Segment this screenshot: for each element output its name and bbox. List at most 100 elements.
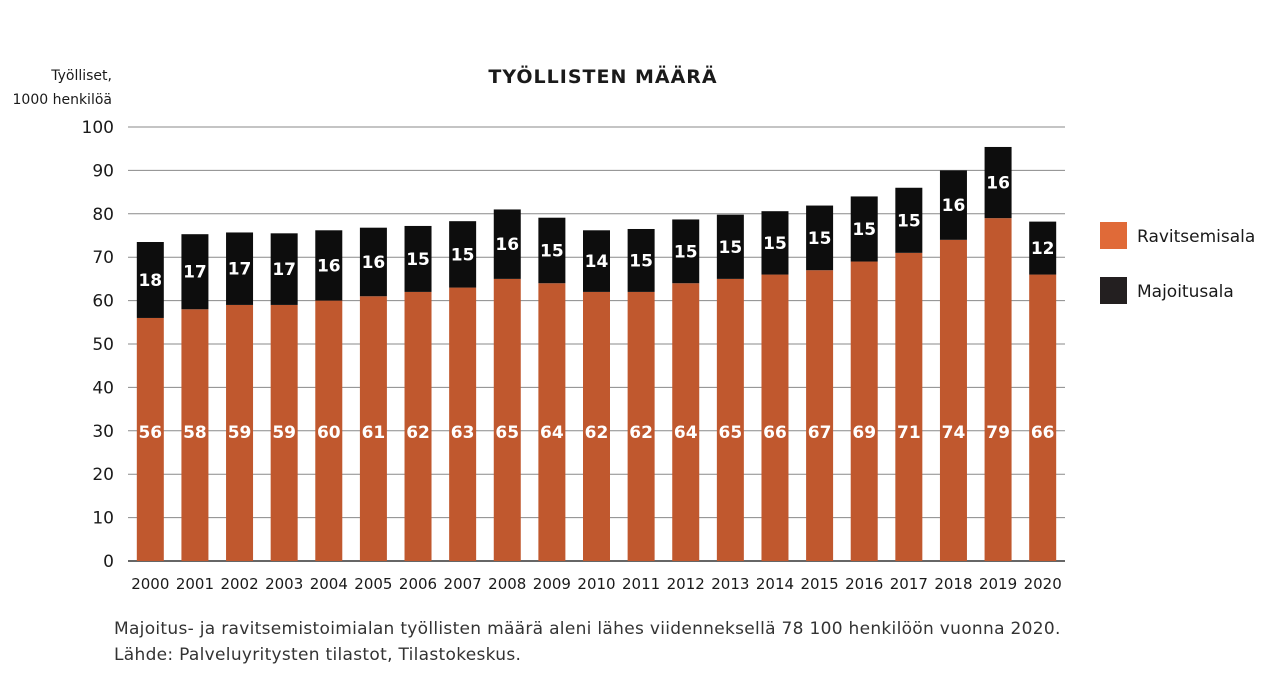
x-tick-label: 2016 [845, 575, 883, 593]
bar-majoitusala [270, 233, 298, 305]
x-axis-ticks: 2000 2001 2002 2003 2004 2005 2006 2007 2008 2009… [131, 575, 1062, 593]
x-tick-label: 2007 [444, 575, 482, 593]
bar-ravitsemisala [226, 304, 254, 561]
bar-majoitusala [136, 242, 164, 318]
data-label-ravitsemisala: 65 [719, 423, 743, 443]
data-label-ravitsemisala: 59 [272, 423, 296, 443]
bar-majoitusala [493, 209, 521, 279]
bar-ravitsemisala [895, 252, 923, 562]
data-label-ravitsemisala: 62 [585, 423, 609, 443]
data-label-majoitusala: 15 [808, 229, 832, 249]
bar-ravitsemisala [761, 274, 789, 561]
bar-ravitsemisala [672, 283, 700, 561]
data-label-ravitsemisala: 64 [674, 423, 698, 443]
data-label-ravitsemisala: 56 [138, 423, 162, 443]
bar-majoitusala [895, 187, 923, 253]
data-label-ravitsemisala: 65 [495, 423, 519, 443]
bar-majoitusala [672, 219, 700, 284]
data-label-ravitsemisala: 66 [763, 423, 787, 443]
bar-ravitsemisala [493, 278, 521, 561]
bars: 56 18 58 17 59 17 59 17 60 16 61 16 62 15 63 15 65 16 64 15… [136, 146, 1057, 562]
x-tick-label: 2012 [667, 575, 705, 593]
x-tick-label: 2015 [801, 575, 839, 593]
data-label-ravitsemisala: 62 [629, 423, 653, 443]
legend-swatch [1100, 277, 1127, 304]
chart-caption: Majoitus- ja ravitsemistoimialan työllis… [114, 619, 1061, 665]
data-label-majoitusala: 18 [138, 271, 162, 291]
y-tick-label: 30 [92, 422, 114, 442]
x-tick-label: 2006 [399, 575, 437, 593]
bar-ravitsemisala [716, 278, 744, 561]
bar-majoitusala [716, 214, 744, 279]
chart-title: TYÖLLISTEN MÄÄRÄ [488, 64, 717, 88]
bar-majoitusala [404, 225, 432, 292]
data-label-majoitusala: 15 [897, 211, 921, 231]
y-tick-label: 100 [82, 118, 114, 138]
data-label-ravitsemisala: 58 [183, 423, 207, 443]
data-label-ravitsemisala: 60 [317, 423, 341, 443]
bar-majoitusala [1029, 221, 1057, 275]
y-tick-label: 80 [92, 205, 114, 225]
bar-majoitusala [359, 227, 387, 297]
data-label-ravitsemisala: 62 [406, 423, 430, 443]
bar-majoitusala [226, 232, 254, 305]
y-tick-label: 10 [92, 509, 114, 529]
bar-majoitusala [449, 221, 477, 288]
x-tick-label: 2017 [890, 575, 928, 593]
x-tick-label: 2001 [176, 575, 214, 593]
data-label-majoitusala: 14 [585, 252, 609, 272]
y-axis-label-line-1: Työlliset, [50, 68, 112, 84]
data-label-ravitsemisala: 66 [1031, 423, 1055, 443]
x-tick-label: 2003 [265, 575, 303, 593]
bar-ravitsemisala [359, 296, 387, 561]
x-tick-label: 2019 [979, 575, 1017, 593]
x-tick-label: 2014 [756, 575, 794, 593]
data-label-majoitusala: 17 [183, 263, 207, 283]
data-label-majoitusala: 16 [495, 235, 519, 255]
bar-ravitsemisala [583, 291, 610, 561]
legend-label: Ravitsemisala [1137, 227, 1255, 247]
bar-ravitsemisala [315, 300, 343, 561]
data-label-ravitsemisala: 64 [540, 423, 564, 443]
data-label-ravitsemisala: 61 [362, 423, 386, 443]
data-label-majoitusala: 15 [719, 238, 743, 258]
bar-ravitsemisala [984, 218, 1012, 561]
x-tick-label: 2010 [577, 575, 615, 593]
data-label-majoitusala: 15 [852, 220, 876, 240]
bar-majoitusala [315, 230, 343, 301]
bar-majoitusala [850, 196, 878, 262]
bar-majoitusala [939, 170, 967, 240]
data-label-majoitusala: 16 [362, 253, 386, 273]
y-tick-label: 20 [92, 465, 114, 485]
legend-swatch [1100, 222, 1127, 249]
data-label-ravitsemisala: 74 [942, 423, 966, 443]
bar-ravitsemisala [850, 261, 878, 561]
data-label-majoitusala: 17 [228, 260, 252, 280]
y-axis-label-line-2: 1000 henkilöä [13, 92, 112, 108]
x-tick-label: 2018 [934, 575, 972, 593]
bar-majoitusala [583, 230, 610, 292]
data-label-ravitsemisala: 71 [897, 423, 921, 443]
x-tick-label: 2013 [711, 575, 749, 593]
data-label-majoitusala: 15 [451, 245, 475, 265]
bar-ravitsemisala [627, 291, 655, 561]
legend: Ravitsemisala Majoitusala [1100, 222, 1255, 304]
data-label-majoitusala: 15 [674, 242, 698, 262]
y-tick-label: 70 [92, 248, 114, 268]
data-label-majoitusala: 16 [942, 196, 966, 216]
y-tick-label: 40 [92, 378, 114, 398]
x-tick-label: 2000 [131, 575, 169, 593]
y-tick-label: 50 [92, 335, 114, 355]
bar-majoitusala [181, 234, 209, 310]
x-tick-label: 2005 [354, 575, 392, 593]
bar-ravitsemisala [181, 309, 209, 561]
bar-majoitusala [761, 211, 789, 275]
x-tick-label: 2009 [533, 575, 571, 593]
x-tick-label: 2020 [1024, 575, 1062, 593]
x-tick-label: 2002 [220, 575, 258, 593]
bar-ravitsemisala [1029, 274, 1057, 561]
data-label-majoitusala: 12 [1031, 239, 1055, 259]
data-label-ravitsemisala: 67 [808, 423, 832, 443]
bar-majoitusala [627, 228, 655, 292]
